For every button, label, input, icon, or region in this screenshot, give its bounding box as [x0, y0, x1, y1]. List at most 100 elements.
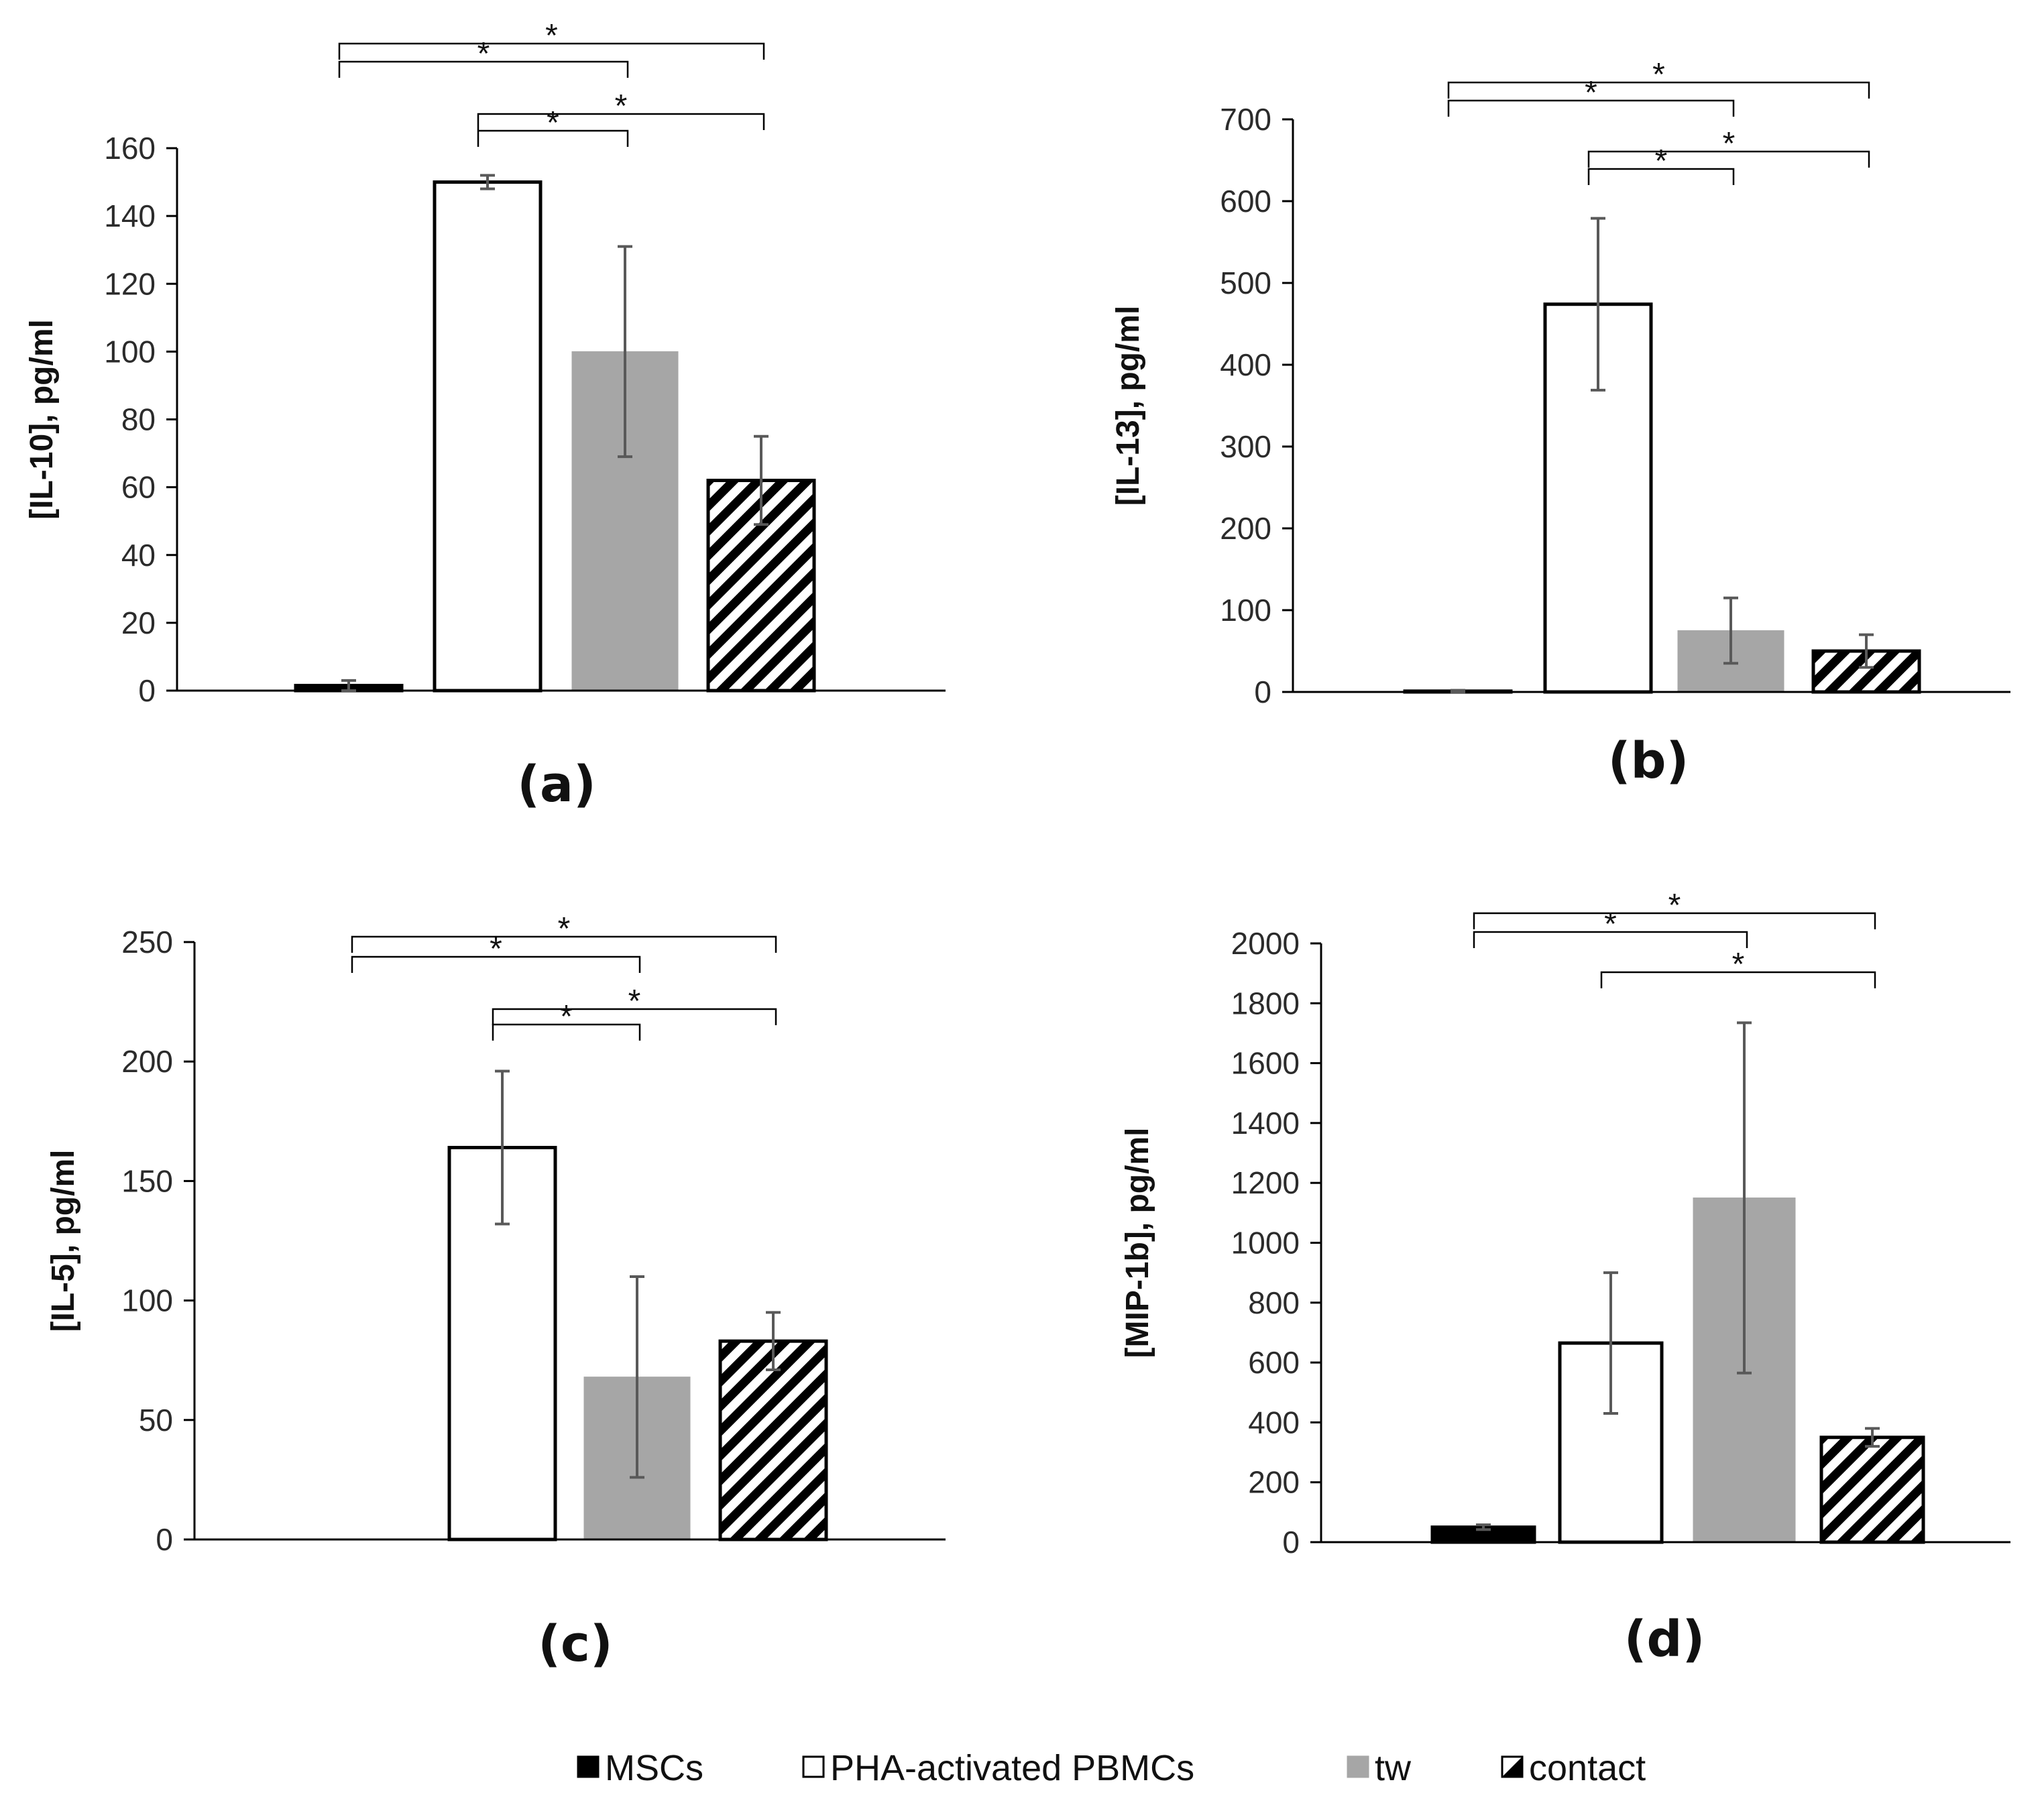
y-tick-label: 200	[1248, 1465, 1300, 1500]
y-tick-label: 1000	[1231, 1226, 1300, 1261]
significance-bracket: *	[1587, 126, 1870, 168]
legend-label-pha: PHA-activated PBMCs	[830, 1748, 1194, 1788]
significance-line	[1587, 150, 1870, 168]
y-tick-label: 250	[121, 925, 173, 959]
significance-line	[338, 60, 629, 78]
error-bar-contact	[1859, 633, 1874, 669]
legend-swatch-msc	[577, 1755, 600, 1778]
significance-line	[1587, 168, 1735, 185]
bar-contact	[718, 1339, 828, 1541]
y-axis-title: [MIP-1b], pg/ml	[1120, 1128, 1155, 1358]
significance-line	[1473, 931, 1748, 948]
panel-label: (c)	[538, 1615, 613, 1673]
significance-bracket: *	[1447, 57, 1870, 99]
significance-line	[477, 129, 629, 147]
y-tick-label: 100	[121, 1283, 173, 1318]
error-bar-pha	[480, 174, 495, 190]
significance-star: *	[558, 911, 571, 947]
y-tick-label: 140	[104, 198, 156, 233]
significance-bracket: *	[351, 911, 777, 953]
significance-line	[492, 1023, 641, 1041]
y-tick-label: 700	[1220, 102, 1271, 137]
y-tick-label: 60	[121, 470, 156, 505]
y-tick-label: 300	[1220, 429, 1271, 464]
error-bar-msc	[1451, 689, 1465, 693]
legend-swatch-tw	[1347, 1755, 1369, 1778]
y-tick-label: 200	[121, 1044, 173, 1079]
significance-bracket: *	[492, 984, 777, 1025]
significance-star: *	[547, 105, 559, 141]
error-bar-msc	[341, 679, 356, 692]
y-tick-label: 800	[1248, 1285, 1300, 1320]
significance-star: *	[1585, 75, 1597, 111]
y-tick-label: 600	[1220, 184, 1271, 219]
y-tick-label: 0	[1254, 675, 1271, 709]
significance-star: *	[560, 999, 573, 1035]
panel-b-chart: 0 100 200 300 400 500 600 700 * * * * [IL-13], pg/ml…	[1111, 57, 2010, 790]
significance-line	[351, 935, 777, 953]
significance-bracket: *	[477, 89, 765, 130]
significance-star: *	[1652, 57, 1665, 93]
error-bar-contact	[754, 434, 769, 526]
panel-label: (d)	[1624, 1611, 1705, 1668]
panel-label: (b)	[1608, 732, 1689, 790]
significance-line	[1447, 81, 1870, 99]
error-bar-tw	[1737, 1021, 1752, 1375]
y-tick-label: 1600	[1231, 1046, 1300, 1081]
significance-bracket: *	[477, 105, 629, 147]
significance-line	[338, 42, 765, 60]
panel-a-chart: 0 20 40 60 80 100 120 140 160 * * * * [IL-10], pg/ml (…	[24, 18, 946, 813]
y-tick-label: 50	[139, 1403, 173, 1438]
y-tick-label: 400	[1220, 347, 1271, 382]
y-tick-label: 500	[1220, 266, 1271, 300]
legend-label-contact: contact	[1529, 1748, 1646, 1788]
y-tick-label: 1400	[1231, 1106, 1300, 1141]
significance-line	[1447, 99, 1735, 117]
significance-star: *	[1668, 888, 1681, 923]
significance-bracket: *	[492, 999, 641, 1041]
error-bar-pha	[495, 1069, 510, 1226]
y-tick-label: 2000	[1231, 926, 1300, 961]
legend: MSCs PHA-activated PBMCs tw contact	[577, 1748, 1646, 1788]
panel-d-chart: 0 200 400 600 800 1000 1200 1400 1600 1800 2000 * * *…	[1120, 888, 2010, 1668]
error-bar-pha	[1591, 217, 1605, 392]
y-tick-label: 200	[1220, 511, 1271, 546]
significance-star: *	[628, 984, 641, 1019]
significance-star: *	[545, 18, 558, 54]
y-tick-label: 80	[121, 402, 156, 437]
bar-pha	[433, 180, 543, 693]
y-tick-label: 150	[121, 1163, 173, 1198]
significance-bracket: *	[1600, 947, 1876, 988]
significance-bracket: *	[338, 36, 629, 78]
significance-star: *	[1655, 143, 1668, 179]
error-bar-pha	[1603, 1271, 1618, 1415]
y-tick-label: 120	[104, 266, 156, 301]
y-tick-label: 20	[121, 605, 156, 640]
y-tick-label: 100	[1220, 593, 1271, 628]
significance-star: *	[1732, 947, 1745, 982]
legend-label-tw: tw	[1375, 1748, 1412, 1788]
y-tick-label: 160	[104, 131, 156, 166]
y-tick-label: 0	[1282, 1525, 1300, 1560]
y-tick-label: 1800	[1231, 986, 1300, 1021]
significance-star: *	[615, 89, 628, 124]
y-tick-label: 0	[138, 673, 156, 708]
y-axis-title: [IL-10], pg/ml	[24, 319, 60, 520]
y-tick-label: 100	[104, 334, 156, 369]
significance-bracket: *	[1473, 888, 1876, 929]
significance-bracket: *	[1473, 907, 1748, 948]
significance-star: *	[1604, 907, 1617, 942]
significance-bracket: *	[1447, 75, 1735, 117]
panel-c-chart: 0 50 100 150 200 250 * * * * [IL-5], pg/ml (c)	[46, 911, 946, 1673]
legend-swatch-contact	[1501, 1755, 1524, 1778]
bar-contact	[1819, 1436, 1925, 1544]
significance-star: *	[477, 36, 490, 72]
significance-line	[1473, 912, 1876, 929]
y-tick-label: 600	[1248, 1345, 1300, 1380]
significance-bracket: *	[351, 931, 641, 973]
y-axis-title: [IL-5], pg/ml	[46, 1150, 81, 1332]
panel-label: (a)	[517, 756, 596, 813]
significance-line	[1600, 971, 1876, 988]
significance-bracket: *	[1587, 143, 1735, 185]
legend-label-msc: MSCs	[605, 1748, 703, 1788]
